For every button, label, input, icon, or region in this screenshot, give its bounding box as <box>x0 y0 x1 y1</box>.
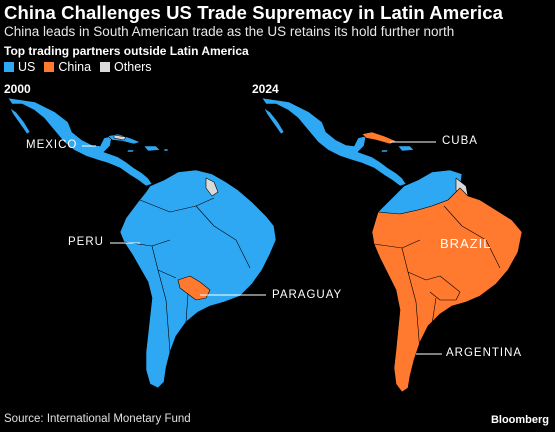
legend: US China Others <box>4 60 161 74</box>
map-2024-mexico <box>261 97 407 187</box>
label-paraguay: PARAGUAY <box>272 289 343 301</box>
map-2024-south-america <box>371 187 523 393</box>
legend-item-china: China <box>44 60 91 74</box>
chart-subtitle: China leads in South American trade as t… <box>4 24 455 39</box>
label-brazil: BRAZIL <box>440 236 492 251</box>
map-2000-hispaniola <box>143 145 161 152</box>
map-2000-cuba-others <box>113 134 127 141</box>
legend-title: Top trading partners outside Latin Ameri… <box>4 44 249 58</box>
map-2024-jamaica <box>380 149 389 153</box>
map-2000-paraguay <box>177 275 211 301</box>
label-mexico: MEXICO <box>26 139 78 151</box>
label-peru: PERU <box>68 236 104 248</box>
map-2000-south-america <box>119 169 277 389</box>
map-2024-borders <box>373 205 501 353</box>
year-label-2000: 2000 <box>4 82 31 96</box>
china-swatch-icon <box>44 62 55 72</box>
map-2000-borders <box>123 197 251 353</box>
label-cuba: CUBA <box>442 135 478 147</box>
map-2024-hispaniola <box>397 145 415 152</box>
chart-title: China Challenges US Trade Supremacy in L… <box>4 2 504 23</box>
bloomberg-logo: Bloomberg <box>490 414 549 426</box>
map-2000-baja <box>9 107 31 135</box>
year-label-2024: 2024 <box>252 82 279 96</box>
others-swatch-icon <box>100 62 111 72</box>
map-2000-mexico <box>7 97 153 187</box>
legend-label-china: China <box>58 60 92 74</box>
map-2000-puerto-rico <box>163 148 169 152</box>
source-note: Source: International Monetary Fund <box>4 413 191 425</box>
legend-label-others: Others <box>114 60 152 74</box>
legend-label-us: US <box>18 60 36 74</box>
map-2024 <box>261 97 523 393</box>
us-swatch-icon <box>4 62 14 72</box>
legend-item-others: Others <box>100 60 152 74</box>
map-2000-jamaica <box>126 149 135 153</box>
map-2000 <box>7 97 277 389</box>
map-2000-guianas <box>205 177 219 197</box>
label-argentina: ARGENTINA <box>446 347 523 359</box>
legend-item-us: US <box>4 60 35 74</box>
map-2024-baja <box>263 107 285 135</box>
